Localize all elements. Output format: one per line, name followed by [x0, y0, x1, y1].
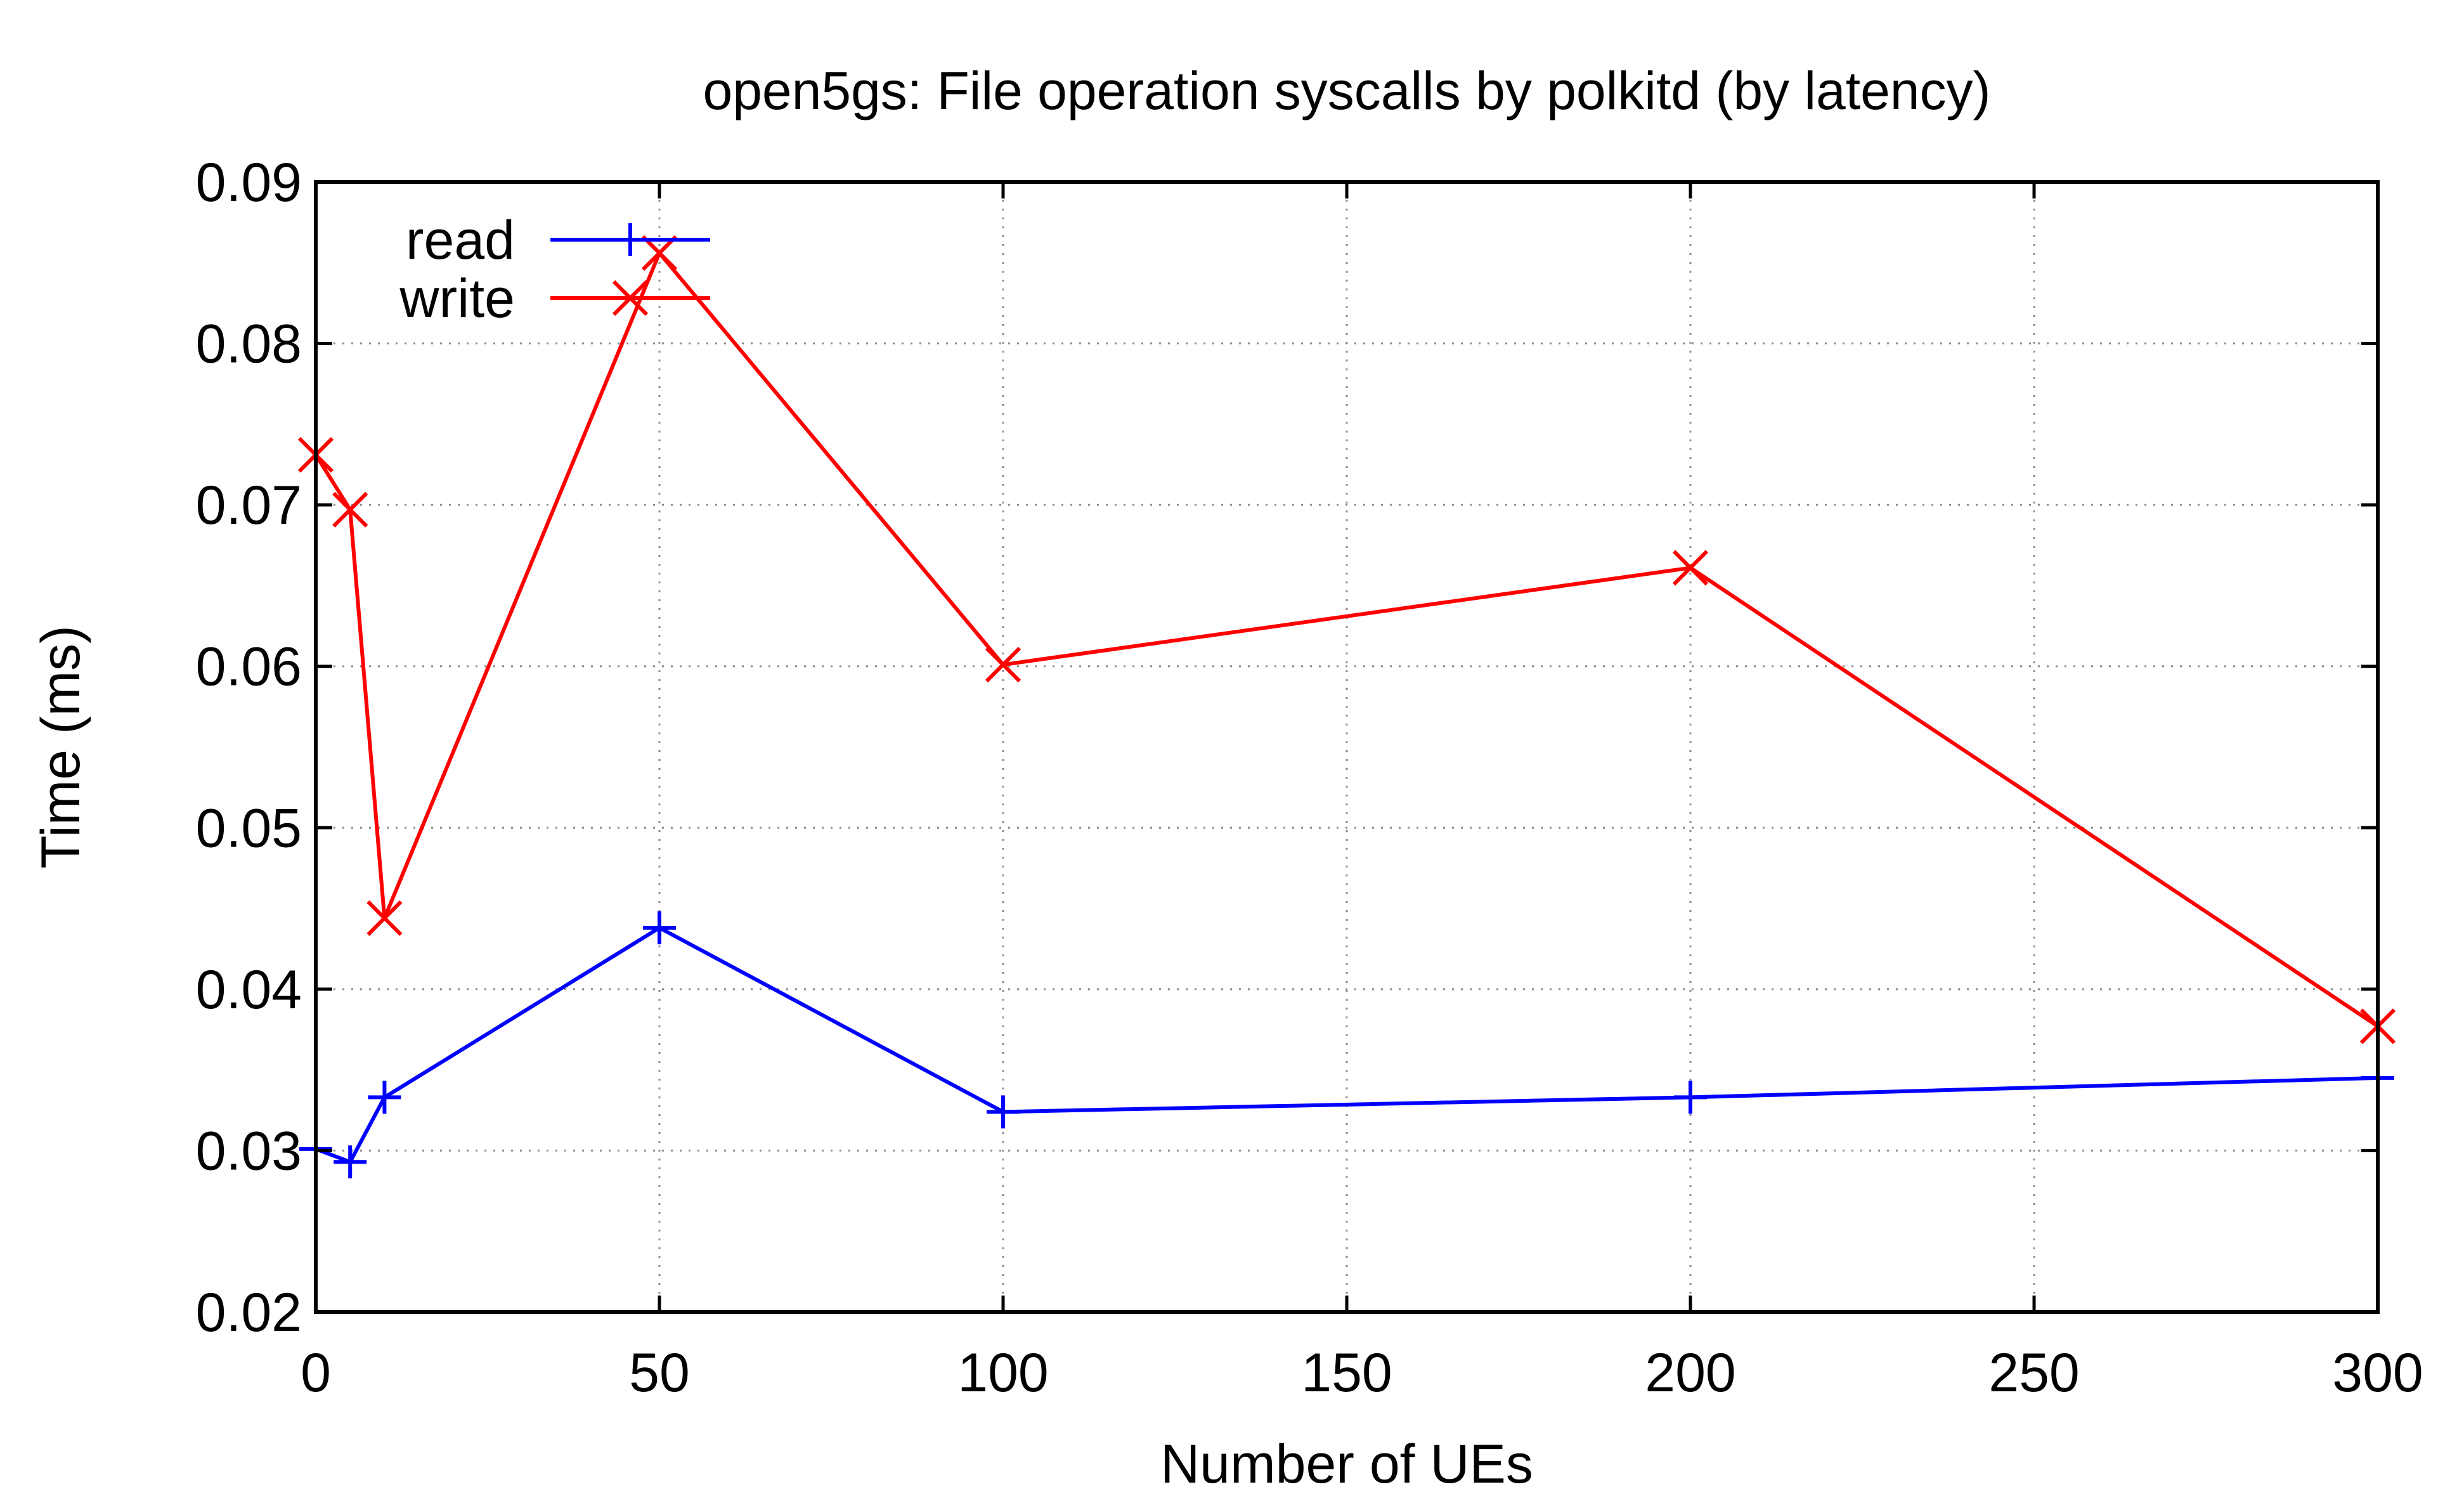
- y-tick-label: 0.07: [196, 475, 302, 536]
- data-point-read: [643, 911, 676, 945]
- legend-marker-read: [614, 223, 647, 256]
- data-point-read: [1674, 1081, 1707, 1114]
- data-point-write: [985, 647, 1021, 683]
- y-tick-label: 0.08: [196, 314, 302, 375]
- x-tick-label: 200: [1645, 1342, 1736, 1403]
- legend-label-write: write: [399, 268, 515, 329]
- x-tick-label: 250: [1988, 1342, 2080, 1403]
- y-axis-label: Time (ms): [30, 625, 91, 869]
- y-tick-label: 0.09: [196, 152, 302, 213]
- data-point-write: [366, 900, 403, 936]
- y-tick-label: 0.06: [196, 637, 302, 698]
- y-tick-label: 0.04: [196, 959, 302, 1020]
- y-tick-label: 0.02: [196, 1282, 302, 1343]
- data-point-read: [334, 1145, 367, 1179]
- ticks: 0.02 0.03 0.04 0.05 0.06 0.07 0.08 0.09 0 50 100 15…: [196, 152, 2423, 1403]
- legend-label-read: read: [406, 210, 515, 271]
- y-tick-label: 0.03: [196, 1121, 302, 1181]
- x-tick-label: 100: [957, 1342, 1049, 1403]
- grid: [316, 182, 2378, 1312]
- y-tick-label: 0.05: [196, 798, 302, 859]
- data-point-write: [1672, 550, 1709, 586]
- x-tick-label: 300: [2332, 1342, 2423, 1403]
- x-tick-label: 150: [1301, 1342, 1392, 1403]
- data-point-read: [368, 1081, 401, 1114]
- x-axis-label: Number of UEs: [1160, 1434, 1533, 1495]
- data-point-write: [332, 491, 368, 528]
- legend-marker-write: [612, 280, 649, 316]
- x-tick-label: 0: [301, 1342, 331, 1403]
- x-tick-label: 50: [629, 1342, 690, 1403]
- data-point-read: [987, 1095, 1020, 1129]
- chart-title: open5gs: File operation syscalls by polk…: [703, 61, 1990, 120]
- data-point-write: [641, 235, 678, 271]
